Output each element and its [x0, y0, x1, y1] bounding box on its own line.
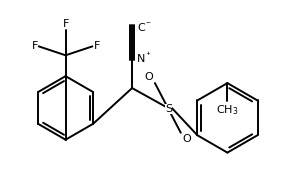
Text: O: O [144, 72, 153, 82]
Text: O: O [183, 134, 192, 144]
Text: $^+$: $^+$ [144, 51, 152, 60]
Text: F: F [62, 19, 69, 29]
Text: F: F [93, 41, 100, 51]
Text: S: S [165, 104, 172, 114]
Text: $^-$: $^-$ [144, 19, 152, 28]
Text: CH$_3$: CH$_3$ [216, 103, 239, 117]
Text: F: F [32, 41, 38, 51]
Text: C: C [137, 23, 145, 33]
Text: N: N [137, 54, 145, 64]
